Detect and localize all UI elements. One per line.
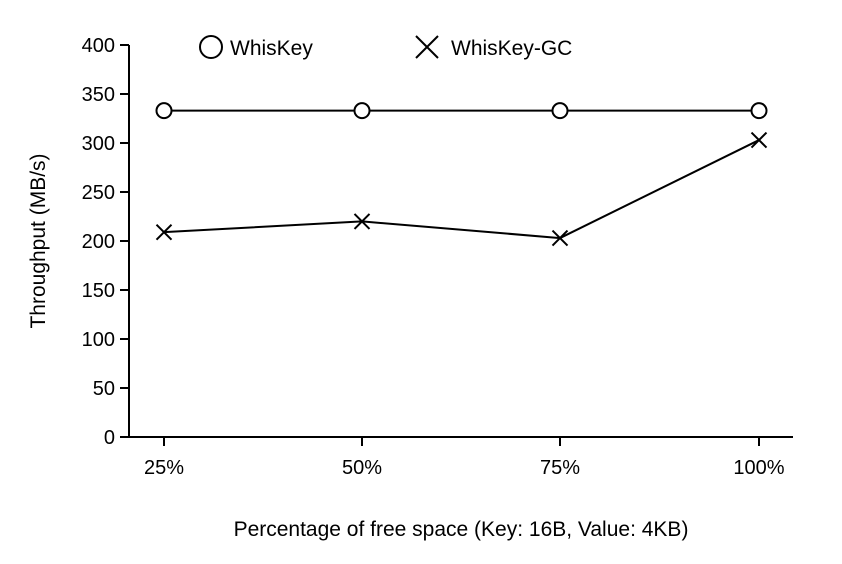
series-whiskey-gc: [155, 131, 768, 247]
y-tick-label: 350: [82, 84, 115, 106]
legend: WhisKey WhisKey-GC: [199, 35, 572, 60]
legend-label: WhisKey: [230, 37, 313, 60]
x-tick-label: 50%: [342, 457, 382, 479]
data-point-circle: [750, 102, 768, 120]
y-tick-label: 250: [82, 182, 115, 204]
x-tick-label: 25%: [144, 457, 184, 479]
y-ticks: 0 50 100 150 200 250 300 350 400: [82, 35, 129, 449]
y-tick-label: 150: [82, 280, 115, 302]
y-tick-label: 200: [82, 231, 115, 253]
data-point-cross: [551, 229, 569, 247]
y-tick-label: 400: [82, 35, 115, 57]
x-tick-label: 100%: [733, 457, 784, 479]
x-axis-title: Percentage of free space (Key: 16B, Valu…: [234, 518, 689, 541]
legend-item: WhisKey: [199, 35, 313, 60]
y-tick-label: 0: [104, 427, 115, 449]
data-point-circle: [155, 102, 173, 120]
legend-circle-icon: [199, 35, 223, 59]
data-point-cross: [353, 213, 371, 230]
legend-cross-icon: [415, 35, 439, 59]
y-tick-label: 300: [82, 133, 115, 155]
legend-item: WhisKey-GC: [415, 35, 572, 60]
legend-label: WhisKey-GC: [451, 37, 572, 60]
data-point-cross: [750, 131, 768, 149]
y-axis-title: Throughput (MB/s): [27, 153, 50, 328]
y-tick-label: 50: [93, 378, 115, 400]
series-line: [163, 139, 760, 240]
series-whiskey: [155, 102, 768, 120]
series-layer: [155, 102, 768, 247]
x-ticks: 25% 50% 75% 100%: [144, 437, 785, 479]
data-point-cross: [155, 223, 173, 241]
data-point-circle: [551, 102, 569, 120]
axes: [128, 45, 793, 438]
y-tick-label: 100: [82, 329, 115, 351]
data-point-circle: [353, 102, 371, 120]
x-tick-label: 75%: [540, 457, 580, 479]
